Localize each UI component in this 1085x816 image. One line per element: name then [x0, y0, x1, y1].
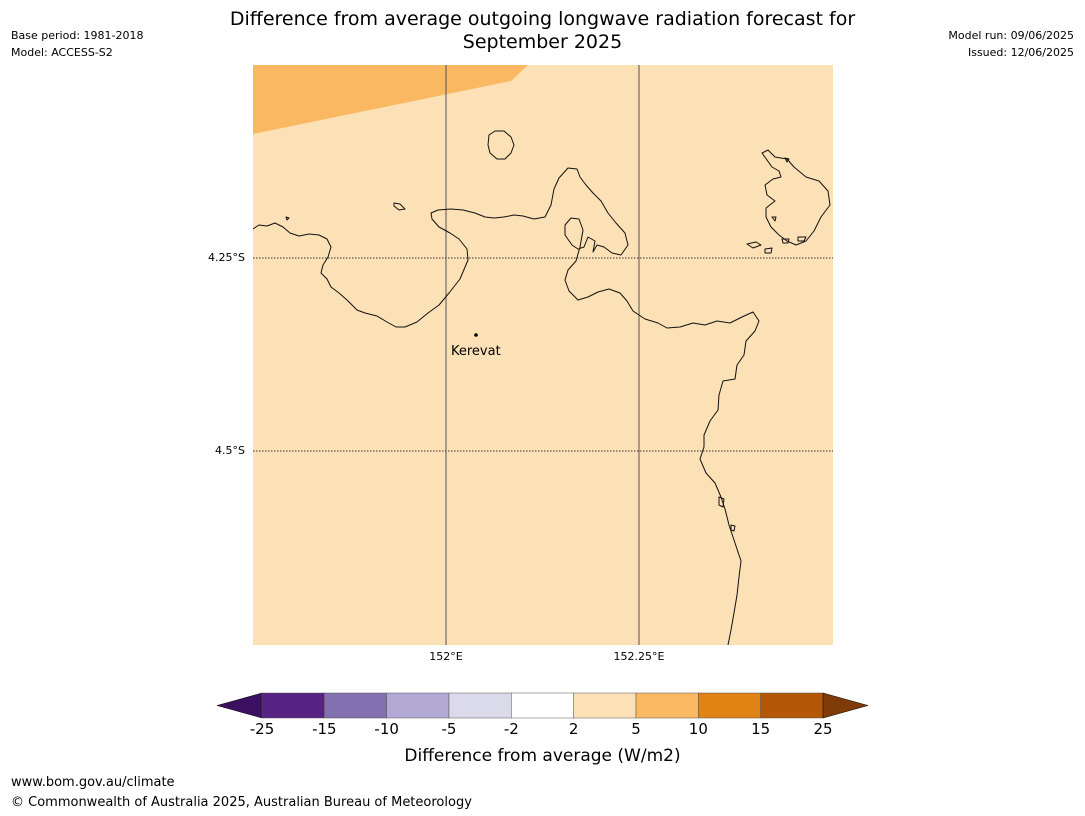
legend-colorbar	[216, 692, 869, 719]
legend-swatch	[511, 692, 574, 719]
model-name: Model: ACCESS-S2	[11, 46, 113, 59]
footer-url[interactable]: www.bom.gov.au/climate	[11, 775, 175, 790]
islet-east-3	[781, 238, 790, 244]
coastline-main	[253, 167, 760, 645]
legend-tick-label: 2	[568, 720, 579, 738]
meta-left: Base period: 1981-2018 Model: ACCESS-S2	[11, 27, 143, 61]
legend-tick-label: -5	[441, 720, 457, 738]
legend-tick-label: -15	[312, 720, 337, 738]
footer-copyright: © Commonwealth of Australia 2025, Austra…	[11, 795, 472, 810]
legend-swatch	[635, 692, 699, 719]
legend-tick-label: 5	[631, 720, 641, 738]
northeast-coast	[761, 149, 831, 246]
legend-tick-label: -10	[374, 720, 399, 738]
islet-small-west	[393, 202, 406, 211]
islet-east-2	[764, 247, 773, 254]
islet-east-4	[797, 236, 807, 242]
islet-tiny-west	[285, 216, 290, 221]
kerevat-label: Kerevat	[451, 344, 501, 359]
lon-tick-152-25e: 152.25°E	[613, 650, 665, 663]
legend-tick-label: 15	[751, 720, 771, 738]
anomaly-region	[253, 65, 528, 134]
base-period: Base period: 1981-2018	[11, 29, 144, 42]
lat-tick-4-25s: 4.25°S	[208, 251, 245, 264]
title-line-1: Difference from average outgoing longwav…	[229, 8, 856, 30]
map-canvas: Kerevat	[253, 65, 833, 645]
islet-south-2	[730, 524, 736, 532]
legend-swatch	[324, 692, 387, 719]
islet-east-1	[746, 241, 762, 249]
legend-tick-label: -25	[249, 720, 275, 738]
lat-tick-4-5s: 4.5°S	[215, 444, 245, 457]
legend-swatch	[261, 692, 325, 719]
legend-swatch	[386, 692, 450, 719]
legend-extend-low	[216, 692, 263, 719]
legend-title: Difference from average (W/m2)	[404, 746, 681, 766]
islet-east-6	[784, 157, 790, 163]
coastline	[253, 130, 831, 645]
meta-right: Model run: 09/06/2025 Issued: 12/06/2025	[948, 27, 1074, 61]
legend-swatch	[760, 692, 824, 719]
kerevat-marker[interactable]	[474, 333, 478, 337]
islet-south-1	[718, 496, 725, 508]
legend-swatch	[698, 692, 761, 719]
legend-swatch	[573, 692, 637, 719]
forecast-map[interactable]: Kerevat	[253, 65, 833, 645]
legend-tick-label: 10	[688, 720, 708, 738]
title-line-2: September 2025	[462, 31, 623, 53]
legend-swatch	[448, 692, 512, 719]
model-run: Model run: 09/06/2025	[948, 29, 1074, 42]
legend-tick-label: 25	[813, 720, 833, 738]
issued-date: Issued: 12/06/2025	[967, 46, 1074, 59]
islet-east-5	[771, 216, 777, 222]
page-title: Difference from average outgoing longwav…	[0, 8, 1085, 54]
lon-tick-152e: 152°E	[429, 650, 463, 663]
legend-tick-label: -2	[503, 720, 519, 738]
map-background	[253, 65, 833, 645]
legend-extend-high	[822, 692, 869, 719]
islet-north	[487, 130, 515, 160]
